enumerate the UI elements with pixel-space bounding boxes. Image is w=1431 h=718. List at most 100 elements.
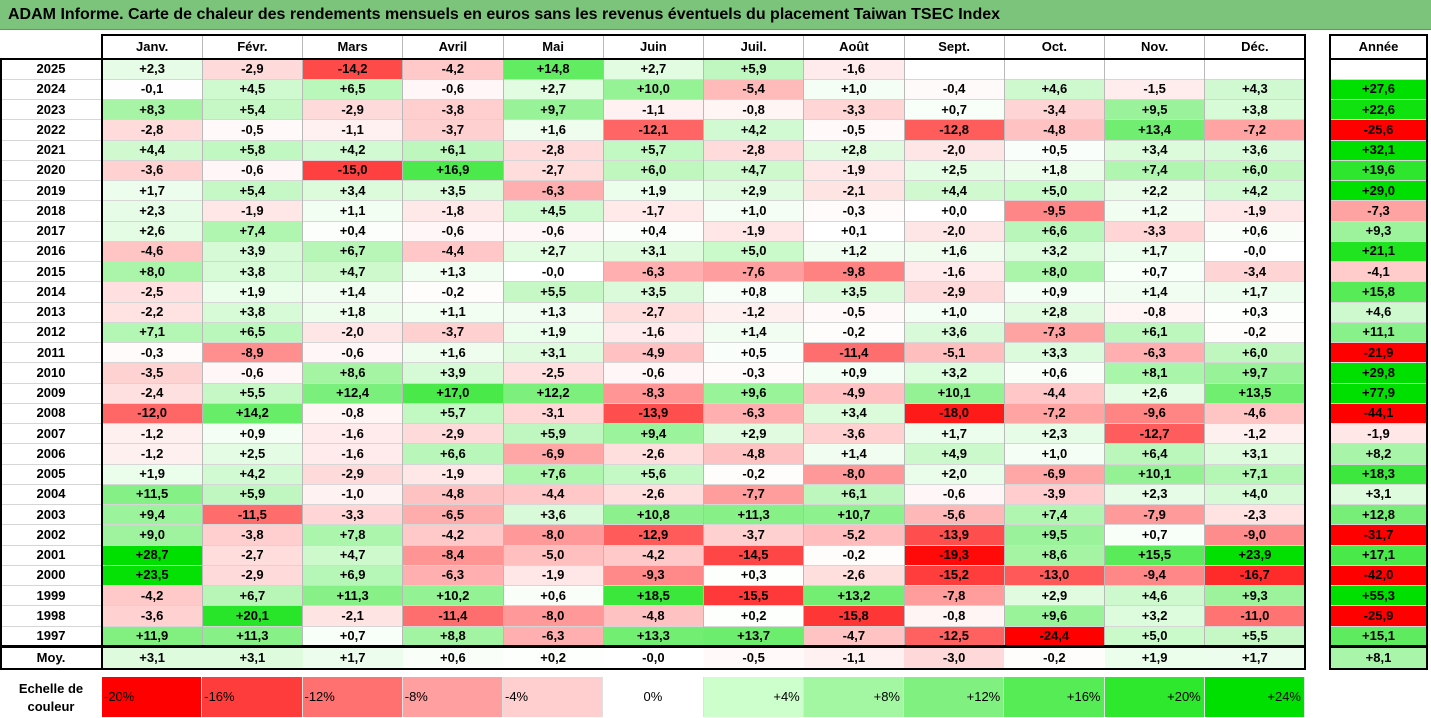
heatmap-cell: +2,7	[603, 59, 704, 80]
heatmap-cell: -24,4	[1004, 626, 1105, 647]
color-scale-swatch: +8%	[803, 677, 904, 717]
heatmap-cell: -3,8	[402, 99, 503, 120]
heatmap-cell: +3,4	[1104, 140, 1205, 161]
heatmap-cell: +1,9	[202, 281, 303, 302]
heatmap-cell: +2,3	[1104, 484, 1205, 505]
row-divider	[0, 159, 1305, 161]
heatmap-cell: -7,2	[1004, 403, 1105, 424]
year-label: 1999	[0, 585, 102, 606]
heatmap-cell: -1,6	[803, 59, 904, 80]
row-divider	[1330, 342, 1427, 343]
heatmap-cell: -14,5	[703, 545, 804, 566]
heatmap-cell: +5,0	[1104, 626, 1205, 647]
heatmap-cell: +6,6	[1004, 221, 1105, 242]
year-label: 2000	[0, 565, 102, 586]
heatmap-cell: +6,1	[402, 140, 503, 161]
heatmap-cell: +0,6	[1204, 221, 1305, 242]
year-label: 2011	[0, 342, 102, 363]
column-divider	[903, 34, 905, 669]
heatmap-cell: -7,3	[1004, 322, 1105, 343]
heatmap-cell: +10,0	[603, 79, 704, 100]
heatmap-cell: -0,5	[803, 302, 904, 323]
heatmap-cell: +4,3	[1204, 79, 1305, 100]
heatmap-cell: +1,6	[904, 241, 1005, 262]
heatmap-cell: -3,3	[302, 504, 403, 525]
heatmap-cell: +1,3	[402, 261, 503, 282]
heatmap-cell: -2,0	[302, 322, 403, 343]
heatmap-cell: +1,2	[803, 241, 904, 262]
average-cell: +1,7	[1204, 647, 1305, 669]
heatmap-cell: +4,2	[202, 464, 303, 485]
heatmap-cell: -0,8	[302, 403, 403, 424]
annual-cell: +55,3	[1330, 585, 1427, 606]
heatmap-cell: +0,9	[202, 423, 303, 444]
year-label: 2009	[0, 383, 102, 404]
heatmap-cell: +13,3	[603, 626, 704, 647]
heatmap-cell: -11,5	[202, 504, 303, 525]
row-divider	[0, 443, 1305, 445]
row-divider	[1330, 200, 1427, 202]
heatmap-cell: +10,1	[904, 383, 1005, 404]
heatmap-cell: -2,2	[102, 302, 203, 323]
heatmap-cell: +0,9	[803, 362, 904, 383]
heatmap-cell: +6,7	[202, 585, 303, 606]
heatmap-cell: +8,0	[1004, 261, 1105, 282]
heatmap-cell: -3,7	[402, 119, 503, 140]
heatmap-cell: -11,4	[803, 342, 904, 363]
heatmap-cell: -1,9	[1204, 200, 1305, 221]
heatmap-cell: -7,6	[703, 261, 804, 282]
month-header: Déc.	[1204, 34, 1305, 59]
heatmap-cell: +1,3	[503, 302, 604, 323]
heatmap-cell: +2,5	[904, 160, 1005, 181]
annual-cell: +27,6	[1330, 79, 1427, 100]
heatmap-cell: -12,1	[603, 119, 704, 140]
heatmap-cell: -1,1	[603, 99, 704, 120]
heatmap-cell: -0,6	[904, 484, 1005, 505]
heatmap-cell: -9,8	[803, 261, 904, 282]
row-divider	[0, 423, 1305, 424]
heatmap-cell: +1,0	[703, 200, 804, 221]
row-divider	[1330, 261, 1427, 262]
heatmap-cell: -3,6	[102, 605, 203, 626]
heatmap-cell: +4,7	[302, 261, 403, 282]
heatmap-cell: +6,4	[1104, 443, 1205, 464]
heatmap-cell: +2,3	[1004, 423, 1105, 444]
row-divider	[0, 261, 1305, 262]
heatmap-cell: +2,9	[703, 423, 804, 444]
heatmap-cell: +4,2	[703, 119, 804, 140]
row-divider	[1330, 402, 1427, 404]
heatmap-cell: +3,2	[1004, 241, 1105, 262]
heatmap-cell: -6,3	[603, 261, 704, 282]
heatmap-cell: +4,9	[904, 443, 1005, 464]
heatmap-cell: -2,1	[302, 605, 403, 626]
annual-cell: -25,9	[1330, 605, 1427, 626]
heatmap-cell: +2,6	[102, 221, 203, 242]
heatmap-cell: -5,1	[904, 342, 1005, 363]
heatmap-cell: -1,9	[202, 200, 303, 221]
heatmap-cell: +12,2	[503, 383, 604, 404]
heatmap-cell: -0,5	[202, 119, 303, 140]
heatmap-cell: +8,1	[1104, 362, 1205, 383]
heatmap-cell: -1,9	[703, 221, 804, 242]
annual-cell: -7,3	[1330, 200, 1427, 221]
row-divider	[0, 483, 1305, 485]
heatmap-cell	[1104, 59, 1205, 80]
heatmap-cell: -2,9	[202, 565, 303, 586]
heatmap-cell: -5,6	[904, 504, 1005, 525]
heatmap-cell: +8,8	[402, 626, 503, 647]
heatmap-cell: +11,5	[102, 484, 203, 505]
heatmap-cell: -0,3	[703, 362, 804, 383]
heatmap-cell: +1,4	[803, 443, 904, 464]
row-divider	[0, 382, 1305, 384]
color-scale-swatch: -16%	[202, 677, 303, 717]
heatmap-cell: +11,3	[302, 585, 403, 606]
heatmap-cell: +5,4	[202, 99, 303, 120]
row-divider	[0, 180, 1305, 181]
heatmap-cell: -2,7	[603, 302, 704, 323]
heatmap-cell: +1,7	[904, 423, 1005, 444]
heatmap-cell: +0,4	[603, 221, 704, 242]
heatmap-cell: +6,5	[302, 79, 403, 100]
heatmap-cell: -2,0	[904, 221, 1005, 242]
heatmap-cell: +20,1	[202, 605, 303, 626]
heatmap-cell: +17,0	[402, 383, 503, 404]
